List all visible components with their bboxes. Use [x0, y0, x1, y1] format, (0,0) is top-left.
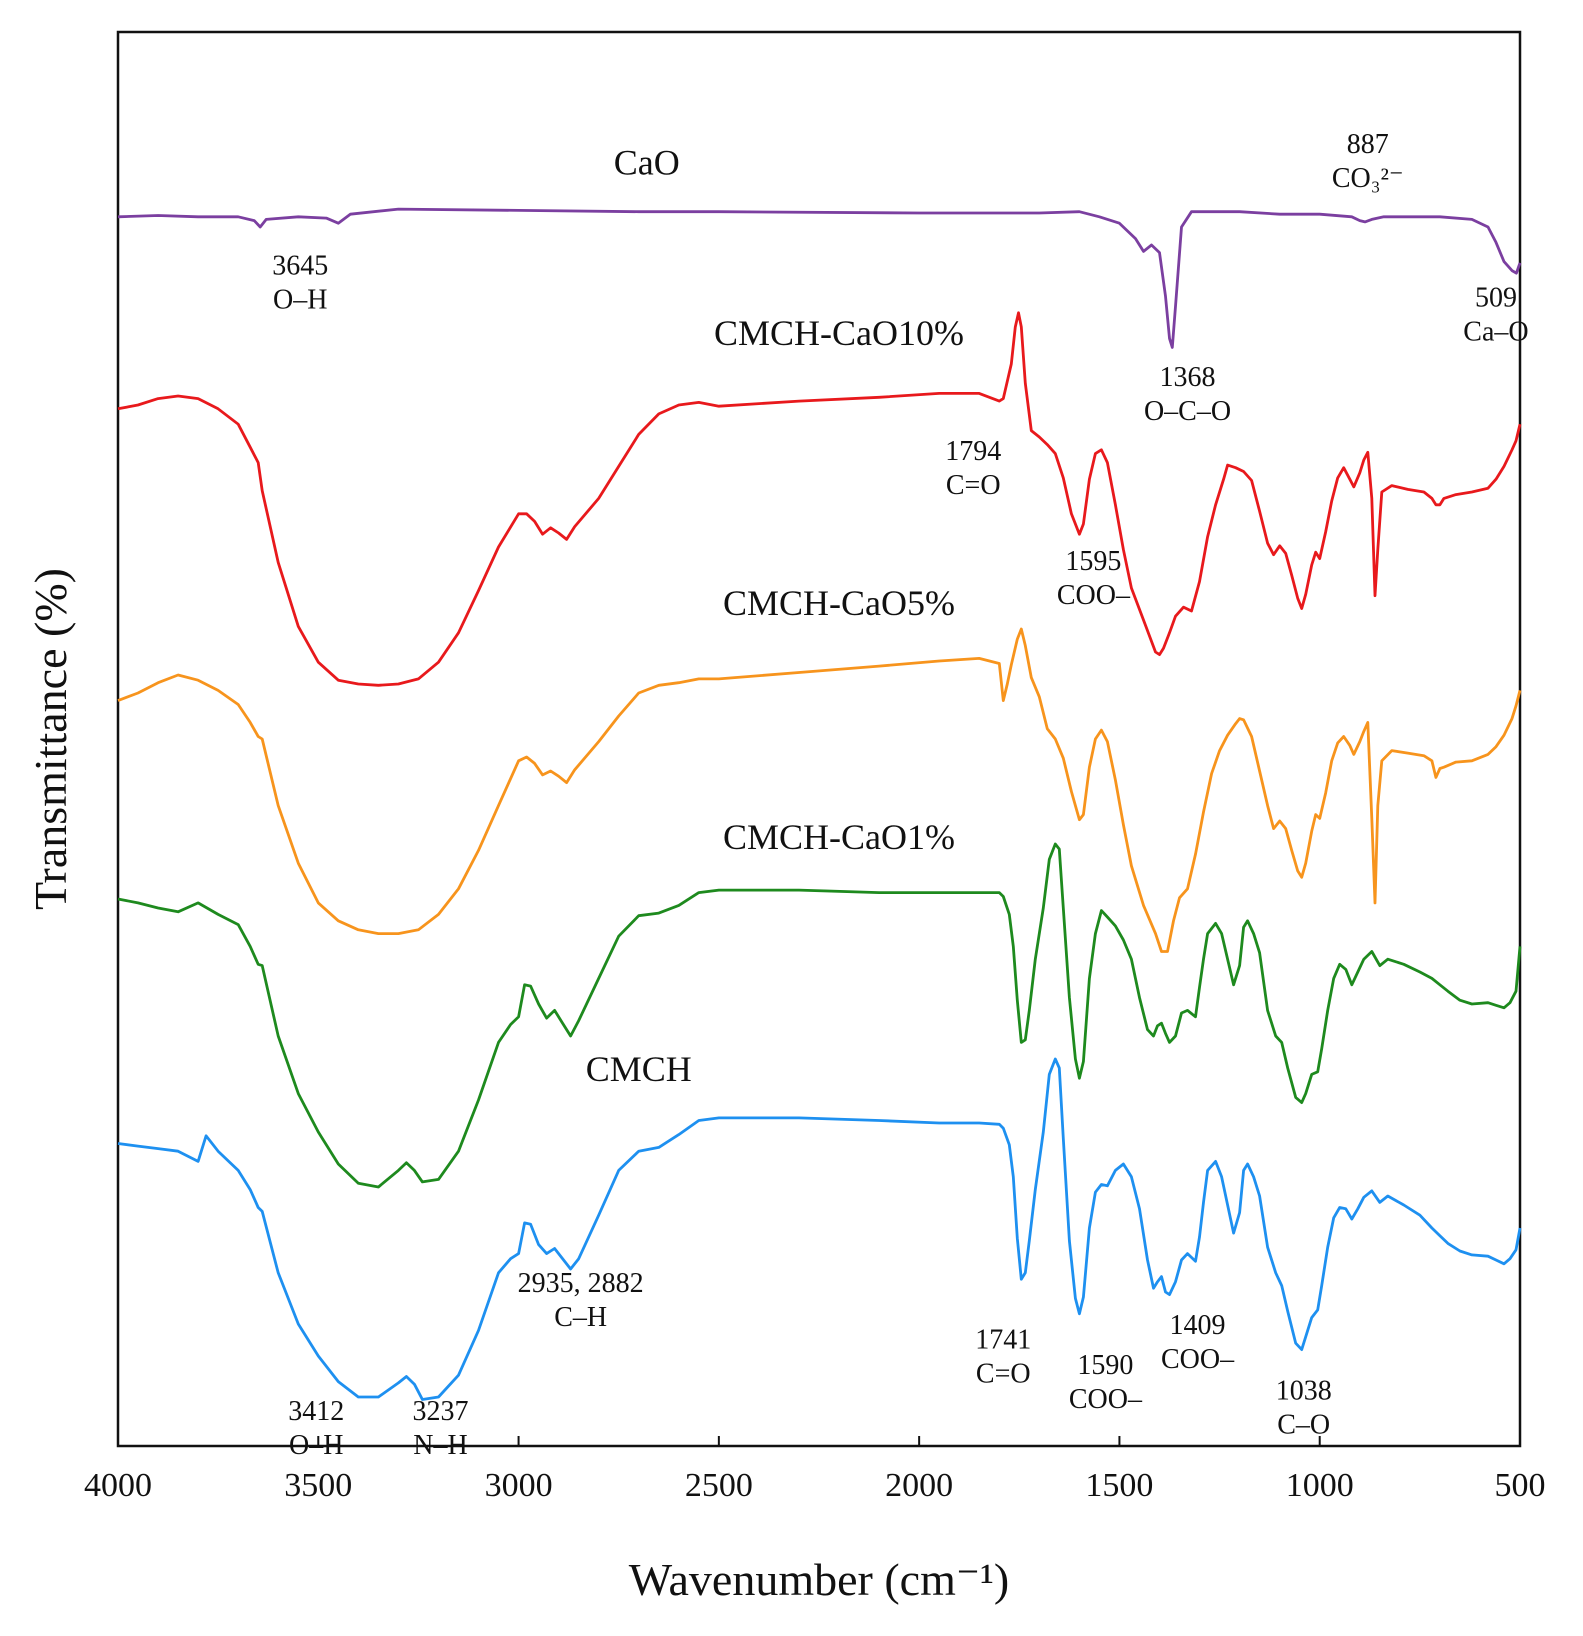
x-axis: 4000 3500 3000 2500 2000 1500 1000 500 — [84, 1436, 1546, 1504]
peak-assignment: C–O — [1277, 1410, 1330, 1441]
series-line-cmch-cao10- — [117, 311, 1522, 687]
x-tick-label-4000: 4000 — [84, 1467, 152, 1504]
peak-wavenumber: 3412 — [288, 1396, 344, 1427]
peak-annotation: 2935, 2882 C–H — [518, 1268, 644, 1333]
peak-annotation: 1038 C–O — [1276, 1376, 1332, 1441]
peak-wavenumber: 1741 — [975, 1324, 1031, 1355]
peak-assignment: C=O — [976, 1358, 1031, 1389]
series-label-cao: CaO — [614, 143, 680, 183]
series-labels: CaO CMCH-CaO10% CMCH-CaO5% CMCH-CaO1% CMCH — [586, 143, 964, 1089]
x-tick-label-3000: 3000 — [485, 1467, 553, 1504]
peak-wavenumber: 1595 — [1065, 546, 1121, 577]
peak-assignment: C–H — [554, 1302, 607, 1333]
peak-assignment: N–H — [413, 1430, 467, 1461]
peak-assignment: O–H — [273, 284, 327, 315]
series-line-cmch-cao5- — [117, 627, 1522, 953]
series-line-cmch-cao1- — [117, 842, 1522, 1189]
series-line-cmch — [117, 1057, 1522, 1401]
x-tick-label-1500: 1500 — [1085, 1467, 1153, 1504]
peak-annotation: 3645 O–H — [272, 250, 328, 315]
x-tick-label-2000: 2000 — [885, 1467, 953, 1504]
series-line-cao — [117, 207, 1522, 349]
x-tick-label-2500: 2500 — [685, 1467, 753, 1504]
peak-annotation: 3412 O–H — [288, 1396, 344, 1461]
x-axis-title: Wavenumber (cm⁻¹) — [629, 1554, 1010, 1605]
series-label-cmch-cao10-: CMCH-CaO10% — [714, 313, 964, 353]
peak-assignment: COO– — [1057, 580, 1131, 611]
peak-wavenumber: 1794 — [945, 436, 1001, 467]
series-label-cmch-cao5-: CMCH-CaO5% — [723, 583, 955, 623]
peak-annotation: 1741 C=O — [975, 1324, 1031, 1389]
peak-annotation: 1794 C=O — [945, 436, 1001, 501]
peak-wavenumber: 2935, 2882 — [518, 1268, 644, 1299]
peak-assignment: CO₃²⁻ — [1332, 163, 1404, 194]
plot-frame — [116, 30, 1522, 1448]
series-label-cmch-cao1-: CMCH-CaO1% — [723, 817, 955, 857]
peak-wavenumber: 3237 — [412, 1396, 468, 1427]
peak-wavenumber: 1368 — [1160, 362, 1216, 393]
peak-annotation: 3237 N–H — [412, 1396, 468, 1461]
peak-annotation: 509 Ca–O — [1463, 282, 1528, 347]
peak-wavenumber: 887 — [1347, 129, 1389, 160]
x-tick-label-3500: 3500 — [284, 1467, 352, 1504]
y-axis-title: Transmittance (%) — [25, 568, 76, 910]
peak-assignment: COO– — [1069, 1384, 1143, 1415]
peak-annotation: 1368 O–C–O — [1144, 362, 1231, 427]
x-tick-label-1000: 1000 — [1286, 1467, 1354, 1504]
series-label-cmch: CMCH — [586, 1049, 692, 1089]
peak-annotation: 887 CO₃²⁻ — [1332, 129, 1404, 194]
peak-assignment: C=O — [946, 470, 1001, 501]
peak-assignment: O–H — [289, 1430, 343, 1461]
peak-assignment: O–C–O — [1144, 396, 1231, 427]
peak-wavenumber: 1409 — [1170, 1310, 1226, 1341]
peak-assignment: COO– — [1161, 1344, 1235, 1375]
series-layer — [117, 207, 1522, 1401]
peak-annotation: 1409 COO– — [1161, 1310, 1235, 1375]
peak-wavenumber: 1590 — [1077, 1350, 1133, 1381]
peak-annotation: 1595 COO– — [1057, 546, 1131, 611]
peak-wavenumber: 509 — [1475, 282, 1517, 313]
peak-wavenumber: 1038 — [1276, 1376, 1332, 1407]
peak-assignment: Ca–O — [1463, 316, 1528, 347]
peak-wavenumber: 3645 — [272, 250, 328, 281]
x-tick-label-500: 500 — [1495, 1467, 1546, 1504]
peak-annotation: 1590 COO– — [1069, 1350, 1143, 1415]
